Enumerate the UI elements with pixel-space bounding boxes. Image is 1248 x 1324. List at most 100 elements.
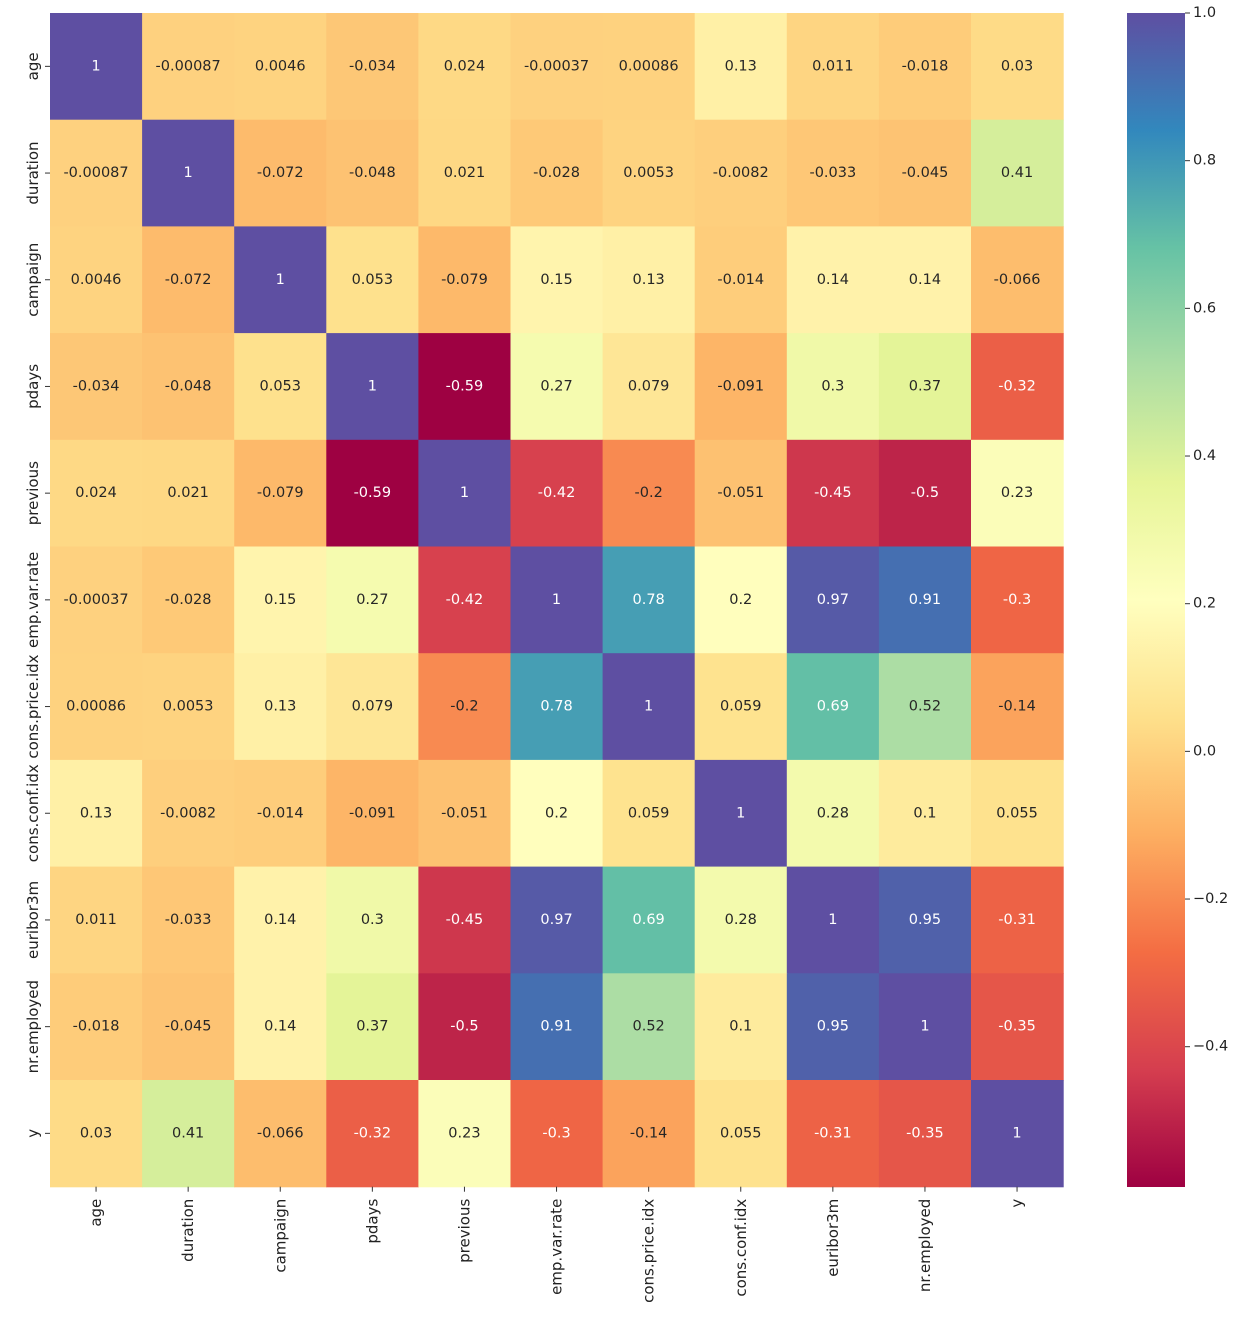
y-tick-label: euribor3m (24, 881, 42, 959)
x-tick-label: y (1008, 1199, 1026, 1208)
cell-annotation: 0.52 (909, 699, 941, 715)
heatmap-cell-cons.conf.idx-duration (142, 759, 235, 868)
cell-annotation: 0.69 (633, 912, 665, 928)
heatmap-cell-duration-euribor3m (786, 119, 880, 227)
cell-annotation: 0.91 (540, 1019, 572, 1035)
heatmap-cell-previous-cons.price.idx (602, 439, 696, 548)
heatmap-cell-nr.employed-emp.var.rate (510, 973, 604, 1081)
heatmap-cell-cons.price.idx-euribor3m (786, 653, 880, 761)
cell-annotation: -0.5 (450, 1019, 478, 1035)
cell-annotation: 0.3 (821, 378, 844, 394)
heatmap-cell-pdays-previous (418, 333, 512, 441)
cell-annotation: -0.014 (717, 272, 764, 288)
heatmap-cell-previous-duration (142, 439, 235, 548)
cell-annotation: -0.018 (73, 1019, 120, 1035)
cell-annotation: 0.78 (633, 592, 665, 608)
cell-annotation: 0.15 (264, 592, 296, 608)
cell-annotation: 0.03 (1001, 58, 1033, 74)
heatmap-cell-pdays-age (50, 333, 143, 441)
heatmap-cell-nr.employed-cons.price.idx (602, 973, 696, 1081)
heatmap-cell-euribor3m-nr.employed (878, 866, 972, 974)
heatmap-cell-cons.price.idx-previous (418, 653, 512, 761)
heatmap-cell-euribor3m-cons.price.idx (602, 866, 696, 974)
cell-annotation: -0.0082 (713, 165, 769, 181)
heatmap-cell-campaign-y (971, 226, 1064, 334)
y-tick-label: cons.price.idx (24, 654, 42, 758)
cell-annotation: -0.31 (998, 912, 1036, 928)
cell-annotation: 1 (736, 805, 745, 821)
heatmap-cell-euribor3m-duration (142, 866, 235, 974)
heatmap-cell-y-duration (142, 1080, 235, 1188)
heatmap-cell-previous-previous (418, 439, 512, 548)
heatmap-cell-campaign-age (50, 226, 143, 334)
heatmap-cell-cons.conf.idx-nr.employed (878, 759, 972, 868)
heatmap-cell-duration-emp.var.rate (510, 119, 604, 227)
heatmap-cell-duration-cons.conf.idx (694, 119, 788, 227)
heatmap-cell-age-y (971, 13, 1064, 121)
heatmap-cell-cons.conf.idx-y (971, 759, 1064, 868)
heatmap-cells (50, 13, 1064, 1188)
cell-annotation: 0.079 (628, 378, 670, 394)
cell-annotation: 0.78 (540, 699, 572, 715)
cell-annotation: -0.028 (165, 592, 212, 608)
colorbar-tick-label: 0.4 (1193, 448, 1216, 464)
cell-annotation: -0.051 (717, 485, 764, 501)
heatmap-cell-emp.var.rate-age (50, 546, 143, 654)
heatmap-cell-age-cons.price.idx (602, 13, 696, 121)
y-tick-label: previous (24, 461, 42, 525)
x-tick-label: nr.employed (916, 1199, 934, 1292)
cell-annotation: 0.14 (264, 1019, 296, 1035)
cell-annotation: 0.059 (720, 699, 762, 715)
heatmap-cell-nr.employed-euribor3m (786, 973, 880, 1081)
heatmap-cell-nr.employed-nr.employed (878, 973, 972, 1081)
cell-annotation: 0.021 (444, 165, 486, 181)
heatmap-cell-emp.var.rate-nr.employed (878, 546, 972, 654)
colorbar-tick-label: 0.0 (1193, 743, 1216, 759)
cell-annotation: 0.021 (167, 485, 209, 501)
heatmap-cell-cons.conf.idx-cons.conf.idx (694, 759, 788, 868)
heatmap-cell-duration-duration (142, 119, 235, 227)
cell-annotation: -0.033 (165, 912, 212, 928)
heatmap-cell-y-y (971, 1080, 1064, 1188)
cell-annotation: 0.37 (356, 1019, 388, 1035)
colorbar-gradient (1127, 13, 1185, 1187)
cell-annotation: -0.072 (257, 165, 304, 181)
heatmap-cell-euribor3m-previous (418, 866, 512, 974)
cell-annotation: -0.35 (998, 1019, 1036, 1035)
heatmap-cell-previous-pdays (326, 439, 419, 548)
cell-annotation: -0.018 (902, 58, 949, 74)
x-tick-label: cons.conf.idx (732, 1199, 750, 1297)
y-tick-label: pdays (24, 364, 42, 409)
heatmap-cell-cons.conf.idx-cons.price.idx (602, 759, 696, 868)
heatmap-cell-emp.var.rate-pdays (326, 546, 419, 654)
heatmap-cell-previous-nr.employed (878, 439, 972, 548)
heatmap-cell-nr.employed-cons.conf.idx (694, 973, 788, 1081)
heatmap-cell-age-previous (418, 13, 512, 121)
cell-annotation: -0.3 (542, 1125, 570, 1141)
cell-annotation: -0.00037 (524, 58, 589, 74)
cell-annotation: 0.079 (352, 699, 394, 715)
y-tick-label: y (24, 1129, 42, 1138)
colorbar-tick-label: −0.4 (1193, 1039, 1228, 1055)
cell-annotation: 1 (368, 378, 377, 394)
y-tick-label: age (24, 52, 42, 80)
heatmap-cell-emp.var.rate-y (971, 546, 1064, 654)
heatmap-cell-campaign-emp.var.rate (510, 226, 604, 334)
cell-annotation: -0.0082 (160, 805, 216, 821)
heatmap-cell-euribor3m-euribor3m (786, 866, 880, 974)
heatmap-cell-cons.price.idx-y (971, 653, 1064, 761)
cell-annotation: 0.13 (80, 805, 112, 821)
cell-annotation: -0.079 (257, 485, 304, 501)
heatmap-cell-cons.price.idx-cons.conf.idx (694, 653, 788, 761)
heatmap-cell-nr.employed-previous (418, 973, 512, 1081)
heatmap-cell-cons.conf.idx-emp.var.rate (510, 759, 604, 868)
heatmap-cell-euribor3m-cons.conf.idx (694, 866, 788, 974)
cell-annotation: 0.14 (909, 272, 941, 288)
cell-annotation: -0.033 (809, 165, 856, 181)
cell-annotation: -0.051 (441, 805, 488, 821)
cell-annotation: -0.32 (354, 1125, 392, 1141)
heatmap-cell-euribor3m-age (50, 866, 143, 974)
heatmap-cell-cons.price.idx-nr.employed (878, 653, 972, 761)
heatmap-cell-duration-y (971, 119, 1064, 227)
